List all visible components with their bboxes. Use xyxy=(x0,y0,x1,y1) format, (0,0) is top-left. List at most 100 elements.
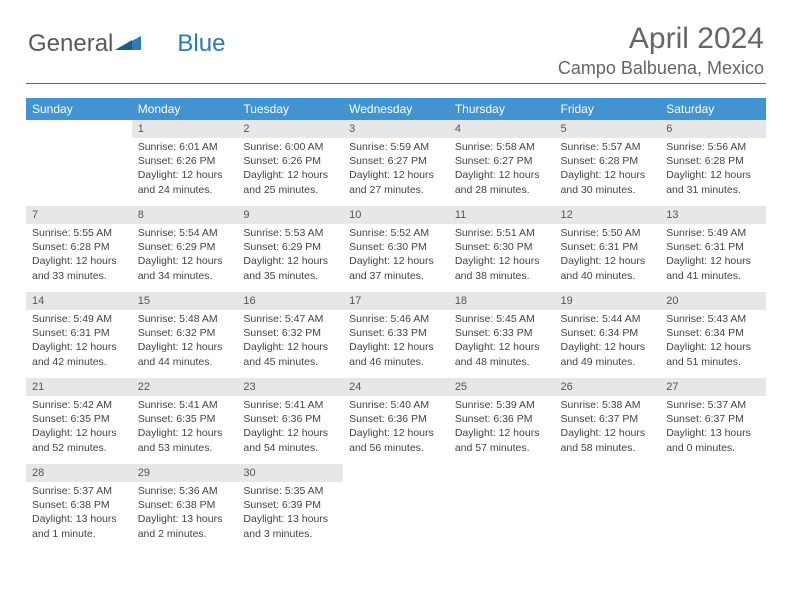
daylight-text: Daylight: 13 hours and 3 minutes. xyxy=(243,512,337,540)
day-body: Sunrise: 5:58 AMSunset: 6:27 PMDaylight:… xyxy=(449,138,555,201)
day-body: Sunrise: 5:49 AMSunset: 6:31 PMDaylight:… xyxy=(26,310,132,373)
daylight-text: Daylight: 12 hours and 42 minutes. xyxy=(32,340,126,368)
sunrise-text: Sunrise: 5:53 AM xyxy=(243,226,337,240)
sunset-text: Sunset: 6:27 PM xyxy=(349,154,443,168)
day-body: Sunrise: 5:46 AMSunset: 6:33 PMDaylight:… xyxy=(343,310,449,373)
weekday-header: Friday xyxy=(555,98,661,120)
daylight-text: Daylight: 12 hours and 46 minutes. xyxy=(349,340,443,368)
day-number: 13 xyxy=(660,206,766,224)
sunset-text: Sunset: 6:35 PM xyxy=(32,412,126,426)
daylight-text: Daylight: 12 hours and 38 minutes. xyxy=(455,254,549,282)
day-number: 18 xyxy=(449,292,555,310)
calendar-day-cell: 5Sunrise: 5:57 AMSunset: 6:28 PMDaylight… xyxy=(555,120,661,206)
day-number: 29 xyxy=(132,464,238,482)
sunrise-text: Sunrise: 5:55 AM xyxy=(32,226,126,240)
sunrise-text: Sunrise: 5:58 AM xyxy=(455,140,549,154)
calendar-day-cell: 19Sunrise: 5:44 AMSunset: 6:34 PMDayligh… xyxy=(555,292,661,378)
day-body: Sunrise: 5:50 AMSunset: 6:31 PMDaylight:… xyxy=(555,224,661,287)
day-body: Sunrise: 6:00 AMSunset: 6:26 PMDaylight:… xyxy=(237,138,343,201)
day-body: Sunrise: 5:47 AMSunset: 6:32 PMDaylight:… xyxy=(237,310,343,373)
sunrise-text: Sunrise: 5:39 AM xyxy=(455,398,549,412)
daylight-text: Daylight: 13 hours and 0 minutes. xyxy=(666,426,760,454)
day-number: 12 xyxy=(555,206,661,224)
day-body: Sunrise: 6:01 AMSunset: 6:26 PMDaylight:… xyxy=(132,138,238,201)
day-body: Sunrise: 5:57 AMSunset: 6:28 PMDaylight:… xyxy=(555,138,661,201)
weekday-header: Wednesday xyxy=(343,98,449,120)
calendar-day-cell: 6Sunrise: 5:56 AMSunset: 6:28 PMDaylight… xyxy=(660,120,766,206)
calendar-week-row: 21Sunrise: 5:42 AMSunset: 6:35 PMDayligh… xyxy=(26,378,766,464)
calendar-week-row: 7Sunrise: 5:55 AMSunset: 6:28 PMDaylight… xyxy=(26,206,766,292)
day-number: 14 xyxy=(26,292,132,310)
daylight-text: Daylight: 12 hours and 40 minutes. xyxy=(561,254,655,282)
daylight-text: Daylight: 12 hours and 57 minutes. xyxy=(455,426,549,454)
sunrise-text: Sunrise: 5:43 AM xyxy=(666,312,760,326)
daylight-text: Daylight: 12 hours and 53 minutes. xyxy=(138,426,232,454)
day-body: Sunrise: 5:43 AMSunset: 6:34 PMDaylight:… xyxy=(660,310,766,373)
calendar-day-cell xyxy=(660,464,766,550)
day-number: 9 xyxy=(237,206,343,224)
sunset-text: Sunset: 6:34 PM xyxy=(561,326,655,340)
sunrise-text: Sunrise: 5:38 AM xyxy=(561,398,655,412)
sunset-text: Sunset: 6:26 PM xyxy=(138,154,232,168)
daylight-text: Daylight: 12 hours and 44 minutes. xyxy=(138,340,232,368)
daylight-text: Daylight: 12 hours and 30 minutes. xyxy=(561,168,655,196)
location-label: Campo Balbuena, Mexico xyxy=(558,58,764,79)
sunset-text: Sunset: 6:37 PM xyxy=(561,412,655,426)
daylight-text: Daylight: 13 hours and 2 minutes. xyxy=(138,512,232,540)
sunrise-text: Sunrise: 5:54 AM xyxy=(138,226,232,240)
day-body: Sunrise: 5:42 AMSunset: 6:35 PMDaylight:… xyxy=(26,396,132,459)
sunset-text: Sunset: 6:33 PM xyxy=(455,326,549,340)
day-number: 2 xyxy=(237,120,343,138)
sunset-text: Sunset: 6:30 PM xyxy=(349,240,443,254)
title-block: April 2024 Campo Balbuena, Mexico xyxy=(558,22,764,79)
day-body xyxy=(449,482,555,488)
day-number: 10 xyxy=(343,206,449,224)
day-number: 3 xyxy=(343,120,449,138)
sunset-text: Sunset: 6:27 PM xyxy=(455,154,549,168)
calendar-day-cell: 9Sunrise: 5:53 AMSunset: 6:29 PMDaylight… xyxy=(237,206,343,292)
logo-text-blue: Blue xyxy=(177,30,225,58)
calendar-day-cell: 17Sunrise: 5:46 AMSunset: 6:33 PMDayligh… xyxy=(343,292,449,378)
calendar-day-cell: 26Sunrise: 5:38 AMSunset: 6:37 PMDayligh… xyxy=(555,378,661,464)
sunset-text: Sunset: 6:32 PM xyxy=(243,326,337,340)
calendar-day-cell xyxy=(449,464,555,550)
day-body: Sunrise: 5:45 AMSunset: 6:33 PMDaylight:… xyxy=(449,310,555,373)
sunrise-text: Sunrise: 5:52 AM xyxy=(349,226,443,240)
calendar-table: Sunday Monday Tuesday Wednesday Thursday… xyxy=(26,98,766,550)
weekday-header: Thursday xyxy=(449,98,555,120)
daylight-text: Daylight: 12 hours and 56 minutes. xyxy=(349,426,443,454)
sunrise-text: Sunrise: 5:50 AM xyxy=(561,226,655,240)
sunset-text: Sunset: 6:28 PM xyxy=(666,154,760,168)
day-number: 1 xyxy=(132,120,238,138)
sunrise-text: Sunrise: 5:57 AM xyxy=(561,140,655,154)
day-body: Sunrise: 5:54 AMSunset: 6:29 PMDaylight:… xyxy=(132,224,238,287)
calendar-day-cell: 30Sunrise: 5:35 AMSunset: 6:39 PMDayligh… xyxy=(237,464,343,550)
sunrise-text: Sunrise: 5:47 AM xyxy=(243,312,337,326)
calendar-day-cell: 15Sunrise: 5:48 AMSunset: 6:32 PMDayligh… xyxy=(132,292,238,378)
logo: General Blue xyxy=(28,30,225,58)
day-body xyxy=(555,482,661,488)
sunrise-text: Sunrise: 5:48 AM xyxy=(138,312,232,326)
calendar-day-cell xyxy=(555,464,661,550)
day-body xyxy=(26,138,132,144)
daylight-text: Daylight: 12 hours and 37 minutes. xyxy=(349,254,443,282)
header: General Blue April 2024 Campo Balbuena, … xyxy=(0,0,792,79)
calendar-day-cell: 27Sunrise: 5:37 AMSunset: 6:37 PMDayligh… xyxy=(660,378,766,464)
calendar-week-row: 14Sunrise: 5:49 AMSunset: 6:31 PMDayligh… xyxy=(26,292,766,378)
sunset-text: Sunset: 6:39 PM xyxy=(243,498,337,512)
weekday-header-row: Sunday Monday Tuesday Wednesday Thursday… xyxy=(26,98,766,120)
day-number: 25 xyxy=(449,378,555,396)
sunrise-text: Sunrise: 5:36 AM xyxy=(138,484,232,498)
day-number: 30 xyxy=(237,464,343,482)
day-number: 26 xyxy=(555,378,661,396)
day-number: 7 xyxy=(26,206,132,224)
day-number: 15 xyxy=(132,292,238,310)
day-number: 19 xyxy=(555,292,661,310)
sunset-text: Sunset: 6:31 PM xyxy=(561,240,655,254)
page-title: April 2024 xyxy=(558,22,764,56)
sunrise-text: Sunrise: 5:51 AM xyxy=(455,226,549,240)
sunrise-text: Sunrise: 5:42 AM xyxy=(32,398,126,412)
daylight-text: Daylight: 12 hours and 54 minutes. xyxy=(243,426,337,454)
calendar-day-cell: 2Sunrise: 6:00 AMSunset: 6:26 PMDaylight… xyxy=(237,120,343,206)
sunrise-text: Sunrise: 5:41 AM xyxy=(138,398,232,412)
